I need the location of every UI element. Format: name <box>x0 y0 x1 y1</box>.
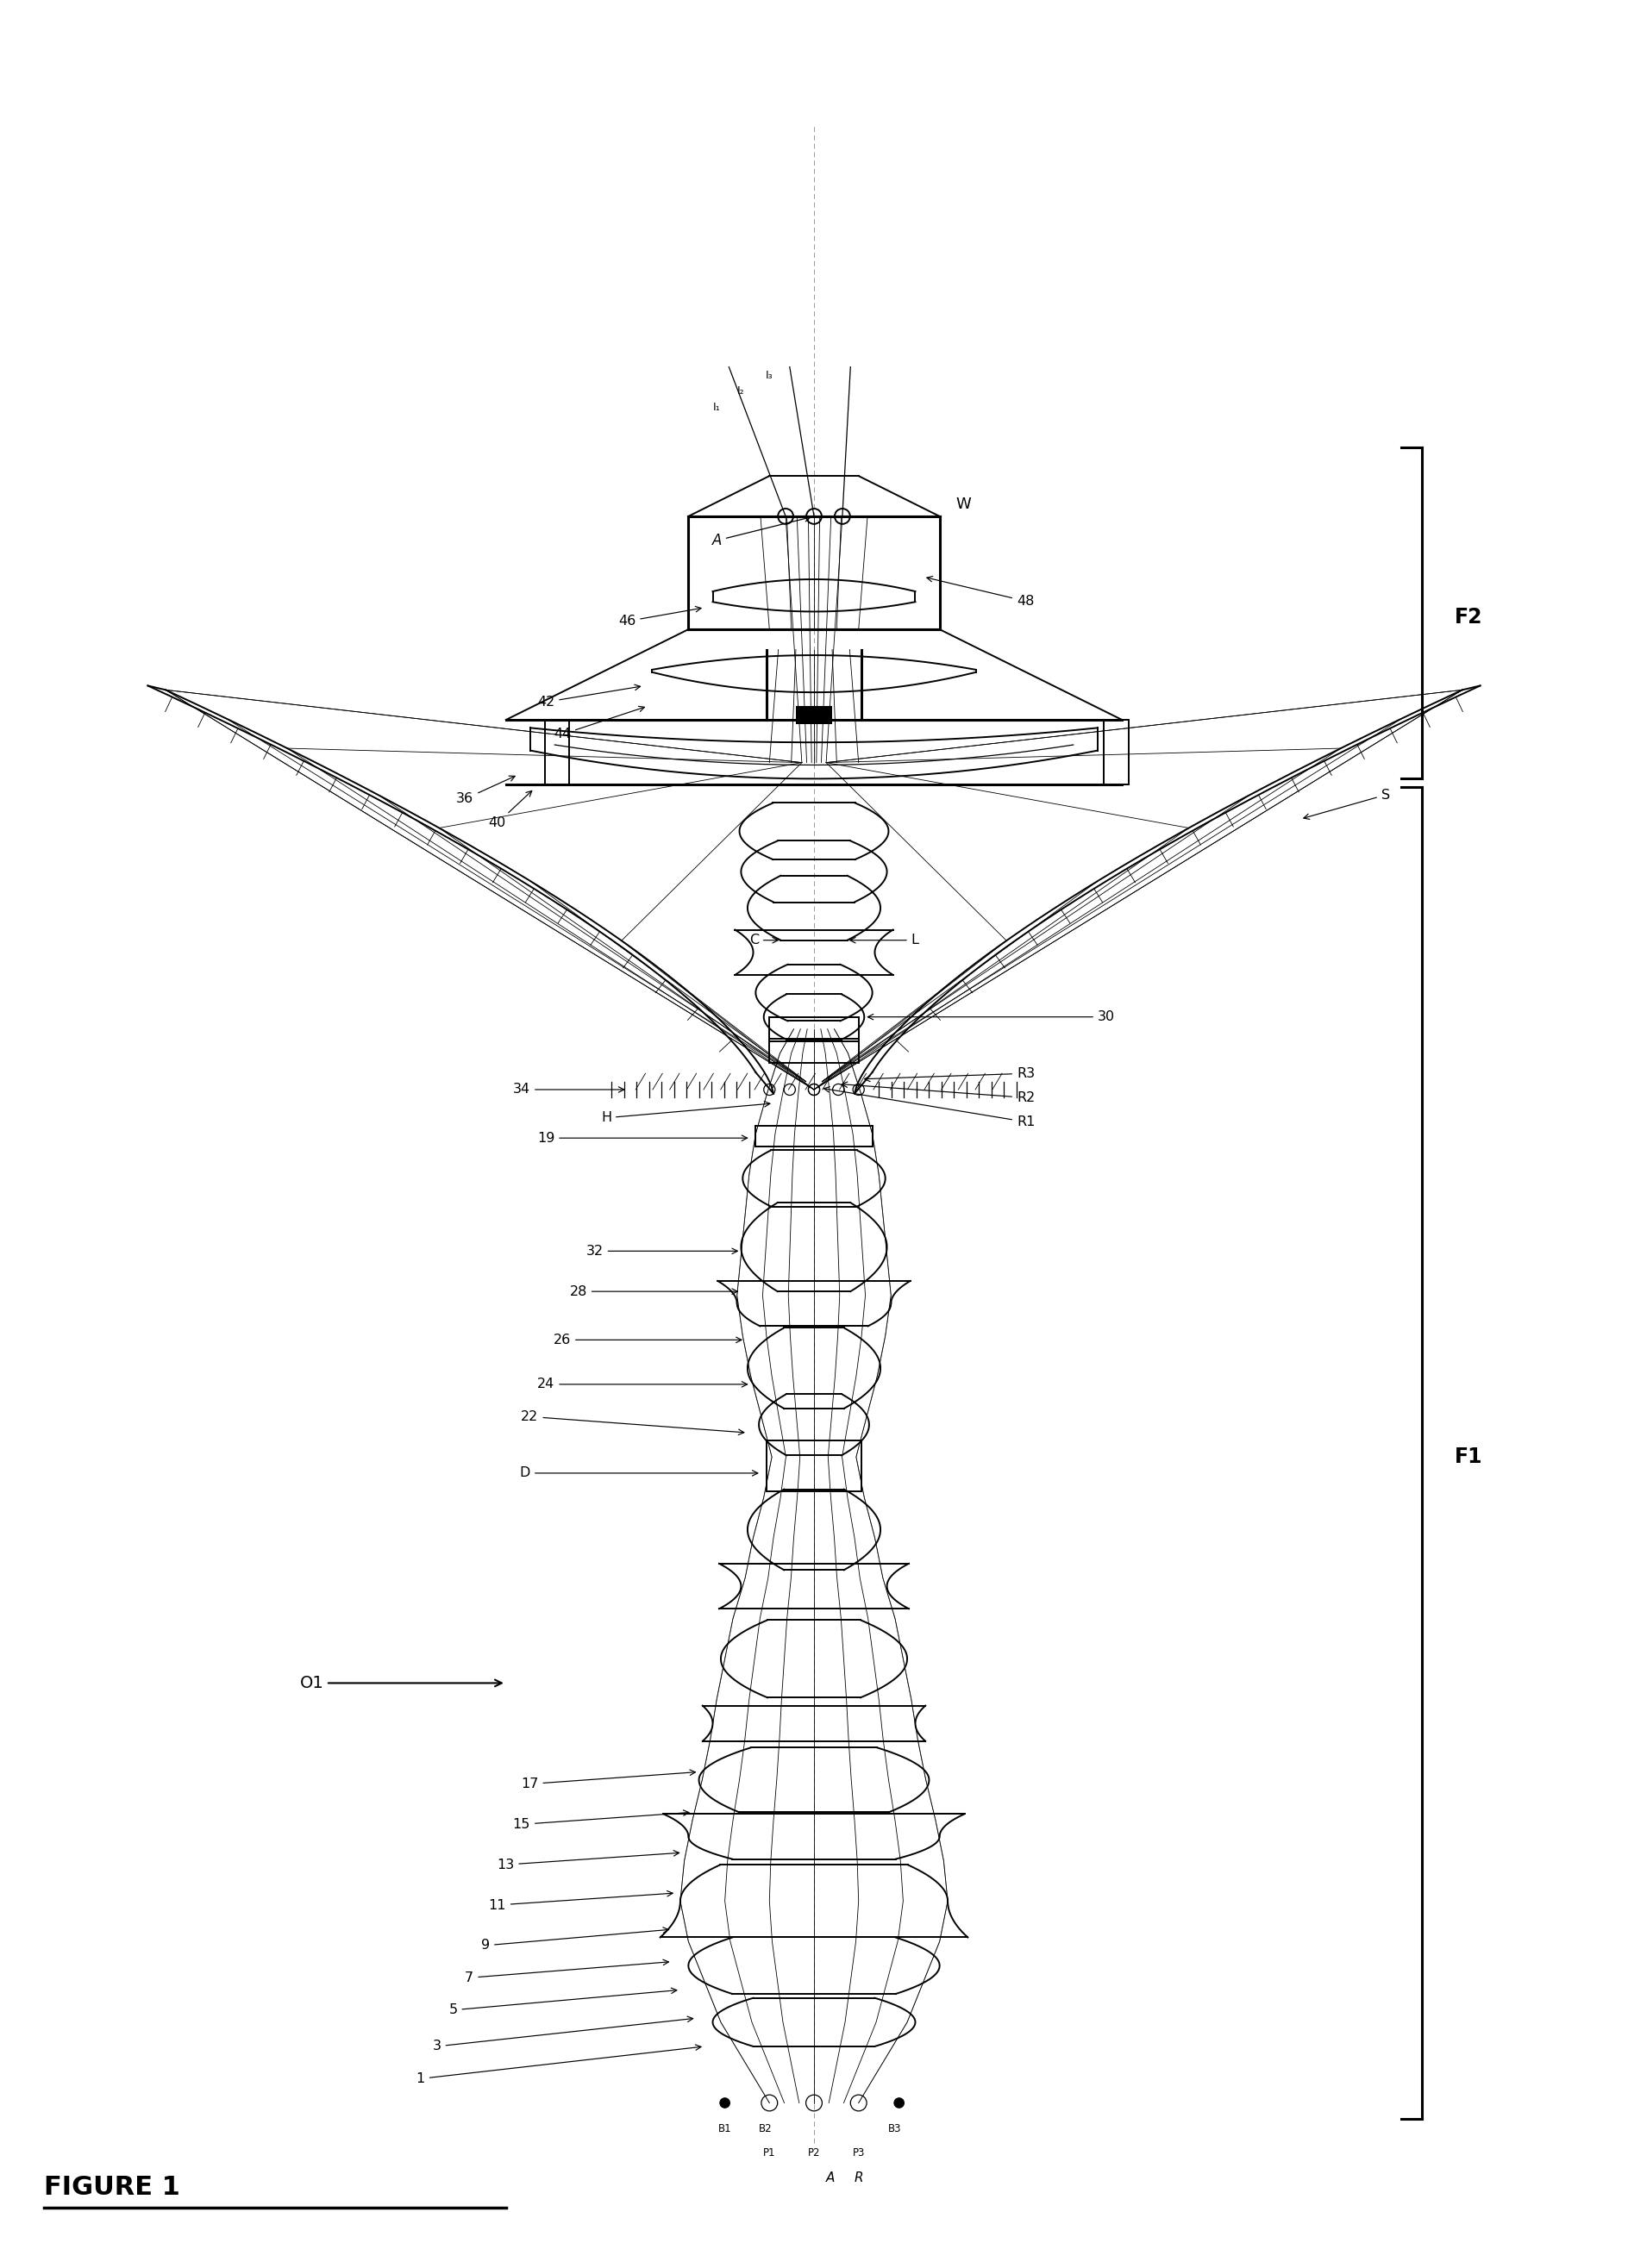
Text: D: D <box>519 1467 757 1479</box>
Bar <box>1104 719 1128 785</box>
Text: I₁: I₁ <box>713 401 721 413</box>
Text: 11: 11 <box>488 1892 672 1912</box>
Text: 22: 22 <box>521 1411 744 1436</box>
Text: H: H <box>601 1102 770 1125</box>
Text: A: A <box>711 515 811 549</box>
Text: P3: P3 <box>853 2148 864 2159</box>
Text: 24: 24 <box>537 1379 747 1390</box>
Circle shape <box>894 2098 904 2107</box>
Text: A: A <box>825 2170 835 2184</box>
Bar <box>767 1440 861 1490</box>
Text: R3: R3 <box>864 1066 1035 1082</box>
Bar <box>770 1016 858 1041</box>
Text: P1: P1 <box>764 2148 775 2159</box>
Bar <box>545 719 570 785</box>
Text: L: L <box>850 934 918 946</box>
Text: 40: 40 <box>488 792 532 830</box>
Text: 34: 34 <box>513 1084 624 1095</box>
Text: 28: 28 <box>570 1286 737 1297</box>
Text: 30: 30 <box>868 1012 1115 1023</box>
Text: 9: 9 <box>482 1928 669 1953</box>
Text: C: C <box>749 934 778 946</box>
Text: 26: 26 <box>554 1334 742 1347</box>
Text: 7: 7 <box>466 1960 669 1984</box>
Text: 3: 3 <box>433 2016 694 2053</box>
Text: 15: 15 <box>513 1810 689 1830</box>
Text: 19: 19 <box>537 1132 747 1145</box>
Text: 42: 42 <box>537 685 640 708</box>
Text: 32: 32 <box>586 1245 737 1256</box>
Text: 44: 44 <box>554 705 645 742</box>
Text: I₂: I₂ <box>737 386 744 397</box>
Text: F2: F2 <box>1454 608 1481 628</box>
Text: 5: 5 <box>449 1989 677 2016</box>
Text: 48: 48 <box>926 576 1034 608</box>
Text: 17: 17 <box>521 1769 695 1789</box>
Text: R: R <box>855 2170 863 2184</box>
Text: B3: B3 <box>889 2123 902 2134</box>
Text: B1: B1 <box>718 2123 731 2134</box>
Text: B2: B2 <box>759 2123 772 2134</box>
Text: 36: 36 <box>456 776 514 805</box>
Text: R1: R1 <box>824 1086 1035 1129</box>
Bar <box>755 1125 873 1145</box>
Bar <box>770 1039 858 1064</box>
Text: 46: 46 <box>619 606 702 628</box>
Text: 1: 1 <box>417 2046 702 2084</box>
Circle shape <box>720 2098 729 2107</box>
Text: W: W <box>956 497 972 513</box>
Text: P2: P2 <box>807 2148 821 2159</box>
Bar <box>796 705 832 723</box>
Text: 13: 13 <box>497 1851 679 1871</box>
Text: F1: F1 <box>1454 1447 1481 1467</box>
Text: O1: O1 <box>300 1674 501 1692</box>
Text: FIGURE 1: FIGURE 1 <box>44 2175 181 2200</box>
Text: R2: R2 <box>842 1082 1035 1105</box>
Text: I₃: I₃ <box>765 370 773 381</box>
Text: S: S <box>1304 789 1390 819</box>
